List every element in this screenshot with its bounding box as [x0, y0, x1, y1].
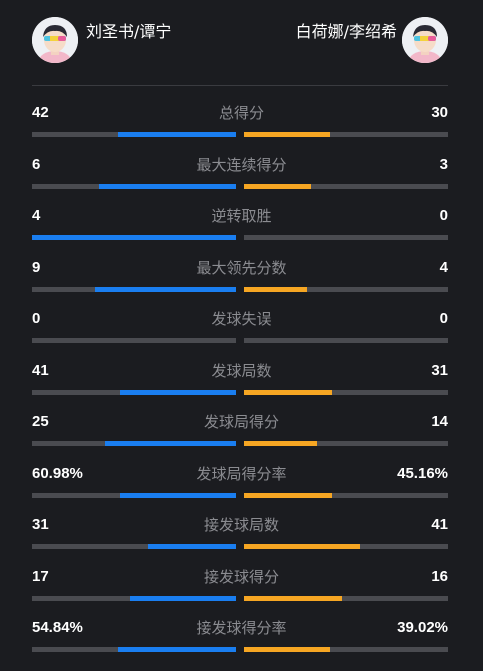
- stat-left-bar: [32, 338, 236, 343]
- stat-label: 最大连续得分: [196, 155, 287, 174]
- stat-right-value: 0: [439, 310, 448, 327]
- stat-row: 54.84% 接发球得分率 39.02%: [0, 619, 483, 671]
- stat-right-bar: [244, 183, 448, 189]
- stat-left-bar: [32, 389, 236, 395]
- stat-left-bar-fill: [99, 183, 236, 189]
- stat-right-bar: [244, 595, 448, 601]
- stat-left-bar-fill: [32, 235, 236, 240]
- stat-right-bar: [244, 286, 448, 292]
- stat-left-bar-fill: [119, 389, 236, 395]
- stat-left-value: 4: [32, 207, 41, 224]
- stat-row: 25 发球局得分 14: [0, 413, 483, 465]
- stat-left-bar: [32, 183, 236, 189]
- player-right-avatar[interactable]: [402, 17, 448, 63]
- stat-left-value: 9: [32, 258, 41, 276]
- stat-left-value: 31: [32, 516, 49, 533]
- stat-label: 发球局数: [211, 361, 272, 380]
- stat-label: 总得分: [218, 104, 264, 122]
- stat-row: 4 逆转取胜 0: [0, 207, 483, 259]
- stat-right-value: 39.02%: [397, 619, 448, 636]
- stat-left-bar-fill: [148, 544, 236, 549]
- stat-row: 6 最大连续得分 3: [0, 156, 483, 208]
- stat-right-bar-fill: [244, 286, 308, 292]
- stat-label: 接发球得分率: [196, 619, 287, 637]
- stat-right-value: 45.16%: [397, 464, 448, 482]
- stat-left-bar-fill: [129, 595, 236, 601]
- stat-right-value: 4: [439, 258, 448, 276]
- stat-left-value: 41: [32, 361, 49, 379]
- stat-right-value: 41: [431, 516, 448, 533]
- stat-left-bar: [32, 132, 236, 137]
- stat-right-bar: [244, 441, 448, 446]
- stat-left-bar: [32, 544, 236, 549]
- stat-label: 发球失误: [211, 310, 272, 328]
- player-left-name[interactable]: 刘圣书/谭宁: [86, 22, 172, 41]
- header-divider: [32, 85, 448, 86]
- stat-row: 42 总得分 30: [0, 104, 483, 156]
- stat-left-bar: [32, 441, 236, 446]
- stat-right-bar-fill: [244, 544, 361, 549]
- stat-left-value: 54.84%: [32, 619, 83, 636]
- stat-left-value: 17: [32, 567, 49, 585]
- stat-left-value: 42: [32, 104, 49, 121]
- stat-left-bar: [32, 235, 236, 240]
- stat-row: 9 最大领先分数 4: [0, 259, 483, 311]
- stat-left-value: 0: [32, 310, 41, 327]
- stat-row: 41 发球局数 31: [0, 362, 483, 414]
- stat-right-bar: [244, 235, 448, 240]
- stat-label: 发球局得分率: [196, 464, 287, 483]
- stat-right-bar: [244, 338, 448, 343]
- stat-right-bar-fill: [244, 183, 312, 189]
- stat-label: 接发球得分: [203, 567, 279, 586]
- stat-left-bar: [32, 647, 236, 652]
- stat-right-value: 3: [439, 155, 448, 173]
- stat-right-value: 14: [431, 413, 448, 430]
- stat-left-bar-fill: [117, 132, 236, 137]
- stat-label: 接发球局数: [203, 516, 279, 534]
- match-header: 刘圣书/谭宁 白荷娜/李绍希: [0, 0, 483, 85]
- player-left-avatar[interactable]: [32, 17, 78, 63]
- stat-right-value: 0: [439, 207, 448, 224]
- stat-left-bar-fill: [95, 286, 236, 292]
- stat-right-bar-fill: [244, 595, 342, 601]
- stat-right-bar: [244, 389, 448, 395]
- player-right-name[interactable]: 白荷娜/李绍希: [295, 22, 397, 41]
- stat-row: 60.98% 发球局得分率 45.16%: [0, 465, 483, 517]
- stat-left-bar-fill: [105, 441, 236, 446]
- stat-left-bar: [32, 286, 236, 292]
- stat-row: 17 接发球得分 16: [0, 568, 483, 620]
- stat-right-bar-fill: [244, 492, 332, 498]
- stat-right-value: 16: [431, 567, 448, 585]
- stat-left-bar-fill: [119, 492, 236, 498]
- stat-row: 0 发球失误 0: [0, 310, 483, 362]
- stat-right-bar: [244, 647, 448, 652]
- stat-label: 发球局得分: [203, 413, 279, 431]
- stat-right-bar-fill: [244, 441, 318, 446]
- stat-left-bar: [32, 595, 236, 601]
- stat-right-bar-fill: [244, 647, 330, 652]
- stat-label: 逆转取胜: [211, 207, 272, 225]
- stat-right-bar: [244, 492, 448, 498]
- stat-right-bar: [244, 132, 448, 137]
- stat-left-bar-fill: [117, 647, 236, 652]
- stat-left-value: 60.98%: [32, 464, 83, 482]
- stat-right-bar-fill: [244, 132, 330, 137]
- stat-right-bar: [244, 544, 448, 549]
- stat-right-value: 30: [431, 104, 448, 121]
- stat-row: 31 接发球局数 41: [0, 516, 483, 568]
- stat-left-value: 6: [32, 155, 41, 173]
- stat-left-value: 25: [32, 413, 49, 430]
- stat-right-value: 31: [431, 361, 448, 379]
- stat-right-bar-fill: [244, 389, 332, 395]
- stat-label: 最大领先分数: [196, 258, 287, 277]
- stat-left-bar: [32, 492, 236, 498]
